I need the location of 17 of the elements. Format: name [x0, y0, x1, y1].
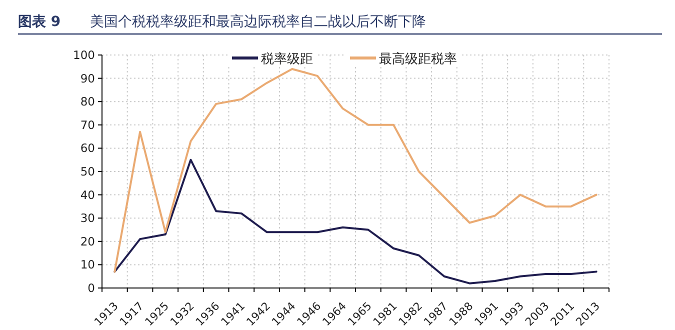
y-tick-label: 80 [80, 94, 95, 109]
y-tick-label: 50 [80, 164, 95, 178]
line-series [114, 158, 598, 284]
y-tick-label: 40 [80, 188, 95, 202]
y-tick-label: 20 [80, 234, 95, 248]
line-series [114, 68, 598, 273]
y-tick-label: 60 [80, 141, 95, 156]
y-tick-label: 70 [80, 118, 95, 132]
text: 图表 9 [18, 14, 61, 30]
legend-label: 最高级距税率 [379, 51, 457, 67]
legend-label: 税率级距 [261, 51, 313, 67]
y-tick-label: 30 [80, 211, 95, 226]
chart-title: 美国个税税率级距和最高边际税率自二战以后不断下降 [90, 14, 426, 30]
y-tick-label: 0 [88, 281, 95, 295]
y-tick-label: 100 [73, 48, 95, 62]
y-tick-label: 10 [80, 258, 95, 272]
y-tick-label: 90 [80, 71, 95, 86]
